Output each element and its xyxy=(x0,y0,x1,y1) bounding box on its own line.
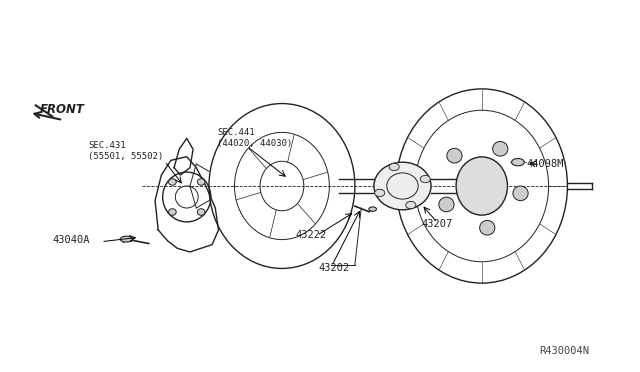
Ellipse shape xyxy=(493,141,508,156)
Text: 43207: 43207 xyxy=(422,219,452,229)
Text: 44098M: 44098M xyxy=(527,158,564,169)
Ellipse shape xyxy=(168,179,176,185)
Ellipse shape xyxy=(168,209,176,215)
Ellipse shape xyxy=(447,148,462,163)
Ellipse shape xyxy=(406,201,416,209)
Ellipse shape xyxy=(389,163,399,171)
Ellipse shape xyxy=(513,186,528,201)
Ellipse shape xyxy=(439,197,454,212)
Circle shape xyxy=(511,158,524,166)
Text: 43202: 43202 xyxy=(319,263,350,273)
Ellipse shape xyxy=(120,236,133,242)
Circle shape xyxy=(369,207,376,211)
Ellipse shape xyxy=(420,176,430,183)
Ellipse shape xyxy=(374,189,385,196)
Text: R430004N: R430004N xyxy=(539,346,589,356)
Ellipse shape xyxy=(374,162,431,210)
Ellipse shape xyxy=(479,220,495,235)
Text: SEC.441
(44020, 44030): SEC.441 (44020, 44030) xyxy=(217,128,292,148)
Text: 43040A: 43040A xyxy=(52,235,90,245)
Text: 43222: 43222 xyxy=(296,230,327,240)
Ellipse shape xyxy=(197,179,205,185)
Ellipse shape xyxy=(197,209,205,215)
Text: FRONT: FRONT xyxy=(40,103,84,116)
Text: SEC.431
(55501, 55502): SEC.431 (55501, 55502) xyxy=(88,141,164,160)
Ellipse shape xyxy=(456,157,508,215)
